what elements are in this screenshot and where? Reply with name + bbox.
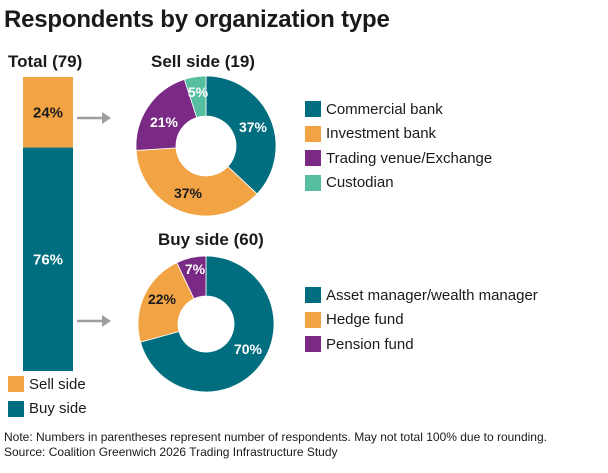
buy-side-heading: Buy side (60) (158, 230, 264, 249)
legend-swatch (305, 287, 321, 304)
source-text: Source: Coalition Greenwich 2026 Trading… (4, 445, 338, 459)
slice-label-trading-venue-exchange: 21% (150, 114, 179, 130)
footnote: Note: Numbers in parentheses represent n… (4, 430, 547, 460)
slice-label-pension-fund: 7% (185, 261, 206, 277)
legend-item-trading-venue: Trading venue/Exchange (305, 146, 492, 171)
legend-label: Buy side (29, 400, 87, 418)
slice-label-asset-manager-wealth-manager: 70% (234, 341, 263, 357)
legend-item-buy-side: Buy side (8, 397, 87, 422)
slice-label-investment-bank: 37% (174, 185, 203, 201)
legend-label: Investment bank (326, 125, 437, 143)
slice-pension-fund (176, 255, 207, 300)
legend-swatch (305, 174, 321, 191)
legend-label: Commercial bank (326, 100, 443, 118)
bar-segment-buy-side (23, 147, 73, 371)
total-heading: Total (79) (8, 52, 83, 71)
buy-side-legend: Asset manager/wealth manager Hedge fund … (305, 283, 538, 357)
slice-asset-manager-wealth-manager (139, 255, 275, 393)
legend-item-pension-fund: Pension fund (305, 332, 538, 357)
legend-swatch (305, 150, 321, 167)
buy-side-donut: 70% 22% 7% (137, 255, 275, 393)
slice-trading-venue-exchange (135, 78, 198, 151)
legend-item-custodian: Custodian (305, 171, 492, 196)
bar-segment-sell-side (23, 77, 73, 148)
legend-swatch (305, 125, 321, 142)
legend-label: Hedge fund (326, 311, 404, 329)
slice-custodian (183, 75, 207, 118)
legend-swatch (305, 101, 321, 118)
slice-label-custodian: 5% (188, 84, 209, 100)
legend-label: Custodian (326, 174, 394, 192)
slice-label-commercial-bank: 37% (239, 119, 268, 135)
chart-title: Respondents by organization type (4, 6, 390, 33)
legend-swatch (305, 311, 321, 328)
slice-investment-bank (135, 147, 258, 217)
sell-side-donut: 37% 37% 21% 5% (135, 75, 277, 217)
note-text: Note: Numbers in parentheses represent n… (4, 430, 547, 444)
slice-commercial-bank (205, 75, 277, 195)
arrow-to-sell-side (77, 112, 111, 124)
legend-swatch (305, 336, 321, 353)
legend-item-investment-bank: Investment bank (305, 122, 492, 147)
legend-item-sell-side: Sell side (8, 372, 87, 397)
legend-item-asset-manager: Asset manager/wealth manager (305, 283, 538, 308)
slice-hedge-fund (137, 262, 195, 343)
legend-item-hedge-fund: Hedge fund (305, 308, 538, 333)
legend-label: Asset manager/wealth manager (326, 286, 538, 304)
connector-arrows (77, 112, 111, 327)
sell-side-heading: Sell side (19) (151, 52, 255, 71)
total-legend: Sell side Buy side (8, 372, 87, 421)
legend-label: Sell side (29, 375, 86, 393)
legend-label: Pension fund (326, 335, 414, 353)
legend-swatch (8, 376, 24, 393)
legend-swatch (8, 400, 24, 417)
slice-label-hedge-fund: 22% (148, 291, 177, 307)
total-stacked-bar: 24% 76% (23, 77, 73, 371)
sell-side-legend: Commercial bank Investment bank Trading … (305, 97, 492, 195)
legend-item-commercial-bank: Commercial bank (305, 97, 492, 122)
bar-label-sell-side: 24% (33, 104, 63, 121)
legend-label: Trading venue/Exchange (326, 149, 493, 167)
bar-label-buy-side: 76% (33, 251, 63, 268)
arrow-to-buy-side (77, 315, 111, 327)
